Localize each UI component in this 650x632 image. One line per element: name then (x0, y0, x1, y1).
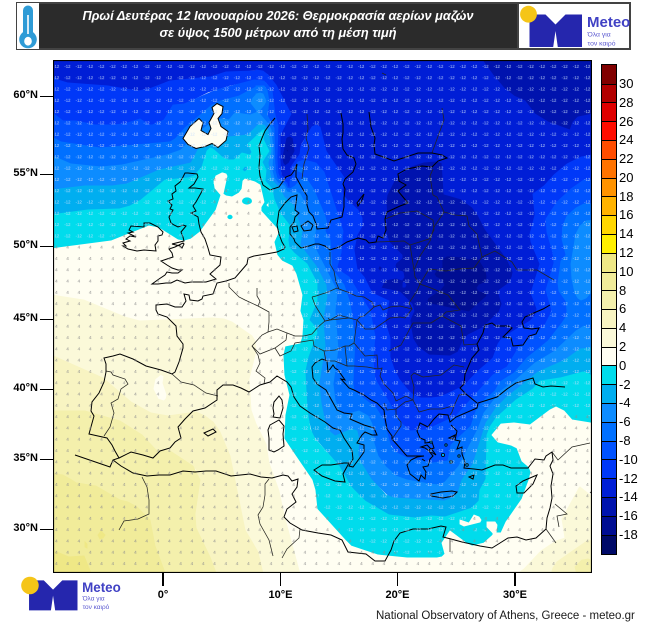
svg-text:τον καιρό: τον καιρό (83, 603, 110, 611)
svg-text:Όλα για: Όλα για (586, 31, 610, 38)
svg-text:Meteo: Meteo (587, 14, 630, 31)
svg-text:τον καιρό: τον καιρό (587, 39, 615, 47)
svg-text:Όλα για: Όλα για (82, 596, 105, 603)
svg-text:Meteo: Meteo (82, 580, 121, 595)
